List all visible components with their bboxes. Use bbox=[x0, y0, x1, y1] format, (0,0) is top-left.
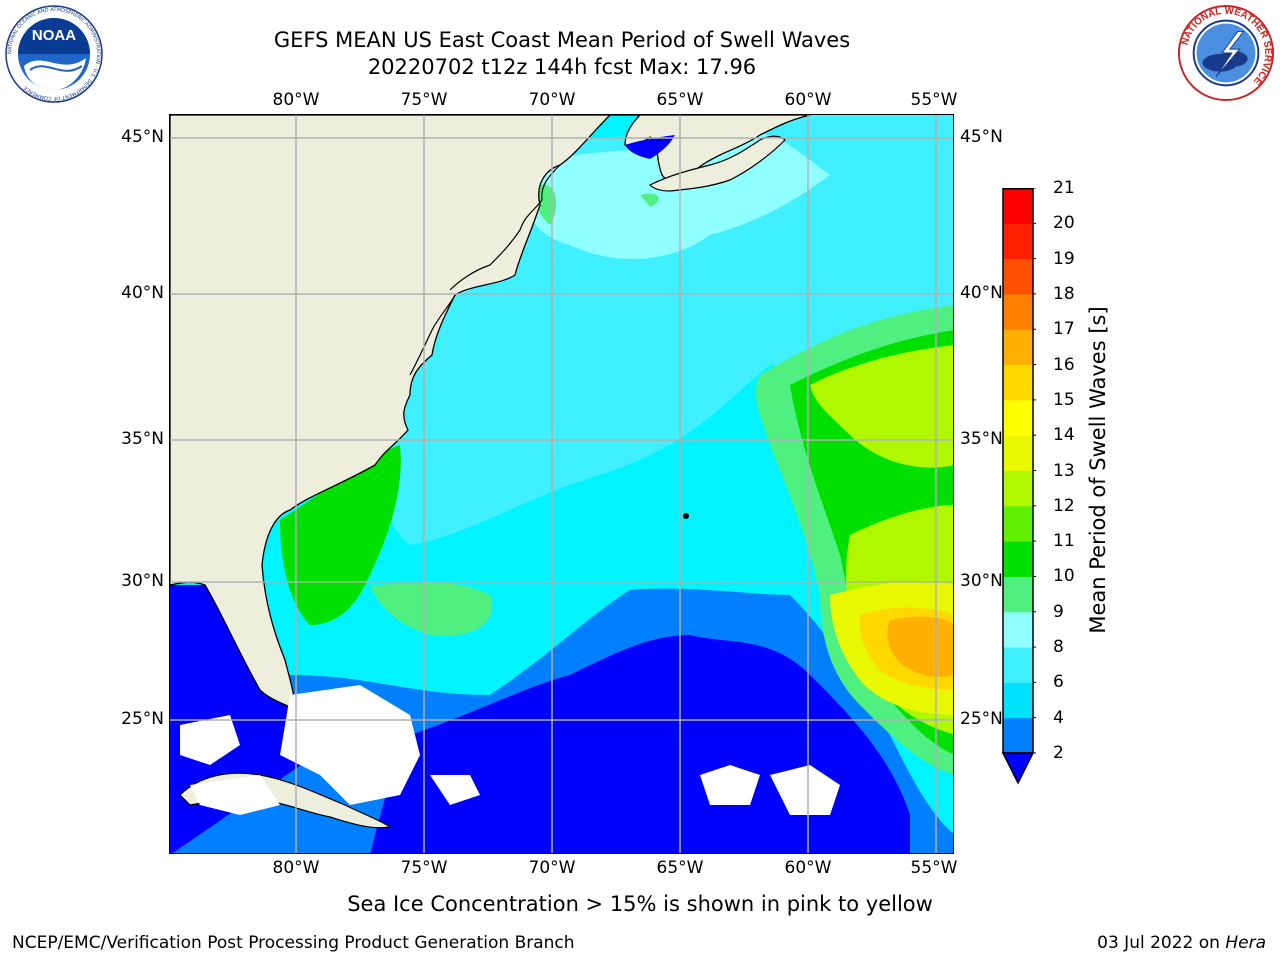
colorbar-segment bbox=[1003, 329, 1033, 366]
map-grid bbox=[170, 115, 953, 853]
bermuda bbox=[683, 513, 689, 519]
colorbar-tick-label: 10 bbox=[1053, 566, 1075, 587]
lon-tick-top: 65°W bbox=[656, 90, 704, 110]
machine-name: Hera bbox=[1225, 933, 1266, 953]
no-data-patches bbox=[180, 685, 840, 815]
lat-tick-right: 40°N bbox=[960, 283, 1003, 303]
lon-tick-bottom: 70°W bbox=[528, 858, 576, 878]
lon-tick-top: 55°W bbox=[910, 90, 958, 110]
colorbar-tick-label: 6 bbox=[1053, 672, 1064, 693]
colorbar-tick-label: 11 bbox=[1053, 531, 1075, 552]
lon-tick-bottom: 55°W bbox=[910, 858, 958, 878]
swell-contour-below-2 bbox=[370, 635, 910, 853]
nws-logo: NATIONAL WEATHER SERVICE bbox=[1177, 4, 1275, 102]
colorbar-tick-label: 19 bbox=[1053, 248, 1075, 269]
colorbar-segment bbox=[1003, 188, 1033, 224]
colorbar-tick-label: 18 bbox=[1053, 283, 1075, 304]
bay-of-fundy bbox=[625, 135, 675, 159]
colorbar-label: Mean Period of Swell Waves [s] bbox=[1086, 306, 1110, 634]
run-date: 03 Jul 2022 on Hera bbox=[1097, 932, 1266, 954]
lon-tick-bottom: 75°W bbox=[400, 858, 448, 878]
lon-tick-bottom: 80°W bbox=[272, 858, 320, 878]
swell-period-map bbox=[169, 114, 954, 854]
colorbar-segment bbox=[1003, 505, 1033, 542]
land-nova-scotia bbox=[648, 135, 786, 192]
swell-contour-10-12 bbox=[280, 445, 401, 625]
swell-contour-9-10 bbox=[640, 193, 659, 207]
lat-tick-right: 30°N bbox=[960, 571, 1003, 591]
noaa-logo-text: NOAA bbox=[32, 27, 76, 44]
noaa-logo: NOAA NATIONAL OCEANIC AND ATMOSPHERIC AD… bbox=[4, 4, 104, 104]
colorbar-tick-label: 17 bbox=[1053, 319, 1075, 340]
colorbar-segment bbox=[1003, 576, 1033, 613]
colorbar-segment bbox=[1003, 470, 1033, 507]
swell-contour-9-10 bbox=[370, 582, 492, 636]
sea-ice-note: Sea Ice Concentration > 15% is shown in … bbox=[347, 892, 933, 916]
lon-tick-bottom: 65°W bbox=[656, 858, 704, 878]
lat-tick-left: 30°N bbox=[121, 571, 164, 591]
chart-title: GEFS MEAN US East Coast Mean Period of S… bbox=[273, 28, 851, 52]
colorbar-segment bbox=[1003, 647, 1033, 683]
colorbar-tick-label: 12 bbox=[1053, 495, 1075, 516]
lat-tick-left: 45°N bbox=[121, 127, 164, 147]
lat-tick-right: 35°N bbox=[960, 429, 1003, 449]
colorbar-tick-label: 9 bbox=[1053, 601, 1064, 622]
colorbar-tick-label: 16 bbox=[1053, 354, 1075, 375]
run-date-text: 03 Jul 2022 on bbox=[1097, 933, 1220, 953]
lon-tick-top: 60°W bbox=[784, 90, 832, 110]
lat-tick-left: 40°N bbox=[121, 283, 164, 303]
colorbar-segment bbox=[1003, 293, 1033, 330]
colorbar-segment bbox=[1003, 399, 1033, 436]
colorbar-tick-label: 2 bbox=[1053, 743, 1064, 763]
colorbar-tick-label: 14 bbox=[1053, 425, 1075, 446]
credit-text: NCEP/EMC/Verification Post Processing Pr… bbox=[12, 933, 575, 953]
colorbar-tick-label: 13 bbox=[1053, 460, 1075, 481]
lat-tick-right: 25°N bbox=[960, 709, 1003, 729]
coastline-detail bbox=[409, 164, 561, 376]
colorbar-segment bbox=[1003, 223, 1033, 260]
colorbar-tick-label: 8 bbox=[1053, 637, 1064, 658]
chart-subtitle: 20220702 t12z 144h fcst Max: 17.96 bbox=[367, 55, 757, 79]
colorbar-tick-label: 4 bbox=[1053, 707, 1064, 728]
colorbar-tick-label: 20 bbox=[1053, 213, 1075, 234]
colorbar bbox=[1000, 187, 1036, 788]
lon-tick-top: 75°W bbox=[400, 90, 448, 110]
colorbar-segment bbox=[1003, 364, 1033, 401]
lon-tick-top: 70°W bbox=[528, 90, 576, 110]
colorbar-segment bbox=[1003, 682, 1033, 719]
lat-tick-left: 35°N bbox=[121, 429, 164, 449]
colorbar-segment bbox=[1003, 541, 1033, 577]
lat-tick-left: 25°N bbox=[121, 709, 164, 729]
colorbar-segment bbox=[1003, 611, 1033, 648]
lat-tick-right: 45°N bbox=[960, 127, 1003, 147]
colorbar-extend-triangle bbox=[1001, 752, 1035, 785]
colorbar-segment bbox=[1003, 717, 1033, 754]
colorbar-segment bbox=[1003, 258, 1033, 295]
colorbar-tick-label: 21 bbox=[1053, 178, 1075, 198]
lon-tick-bottom: 60°W bbox=[784, 858, 832, 878]
lon-tick-top: 80°W bbox=[272, 90, 320, 110]
colorbar-segment bbox=[1003, 435, 1033, 471]
swell-contour-12-14 bbox=[810, 345, 953, 468]
colorbar-tick-label: 15 bbox=[1053, 389, 1075, 410]
